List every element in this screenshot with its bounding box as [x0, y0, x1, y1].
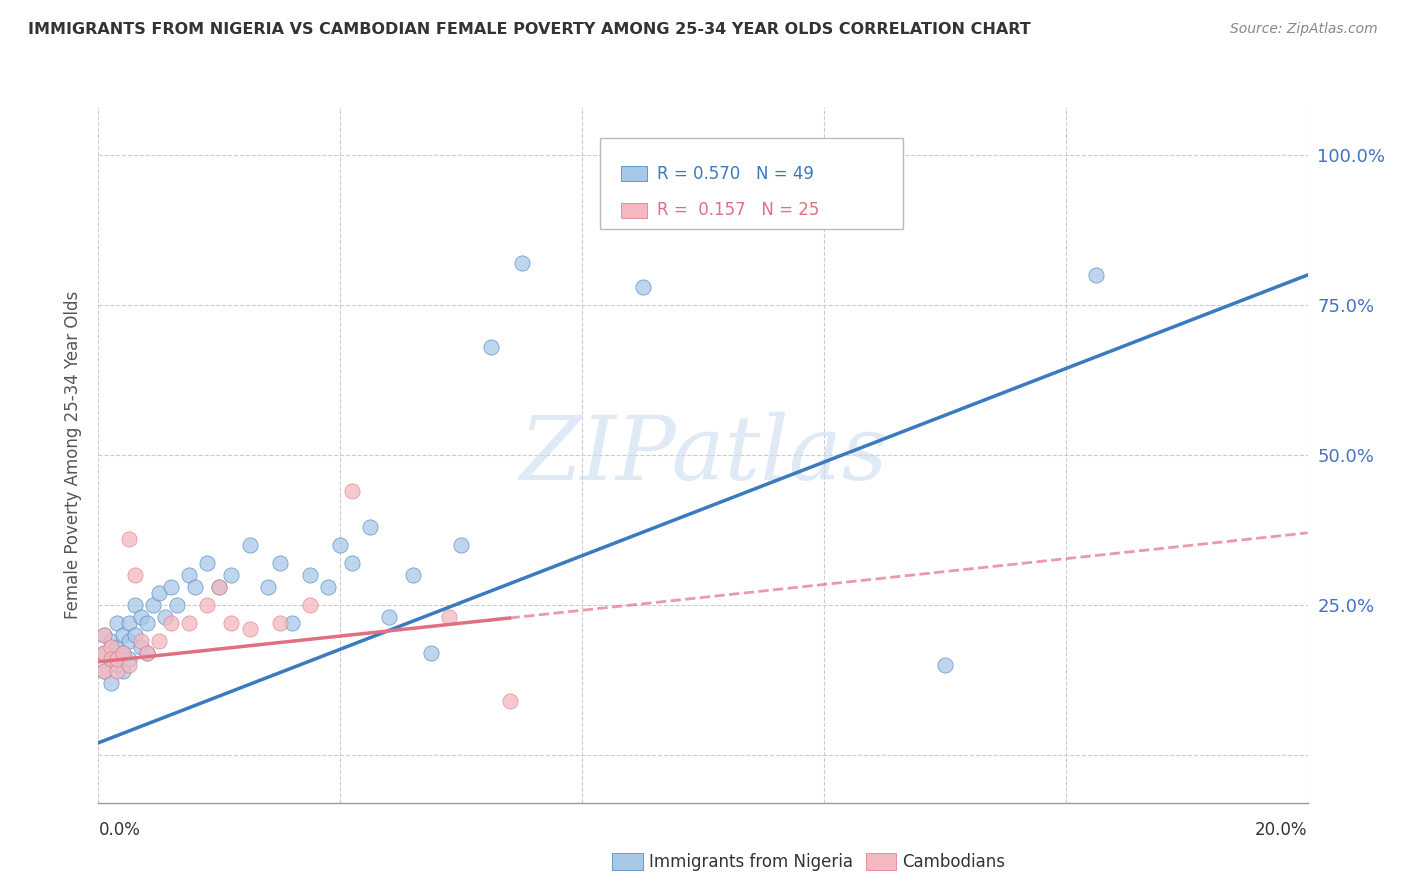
Point — [160, 580, 183, 594]
Point — [208, 580, 231, 594]
Point — [631, 280, 654, 294]
Point — [118, 657, 141, 672]
Point — [184, 580, 207, 594]
Point — [377, 610, 399, 624]
Point — [239, 622, 262, 636]
Point — [360, 520, 382, 534]
Text: R = 0.570   N = 49: R = 0.570 N = 49 — [657, 164, 814, 183]
Text: 0.0%: 0.0% — [98, 821, 141, 838]
Point — [299, 598, 322, 612]
Point — [177, 615, 201, 630]
Point — [118, 652, 141, 666]
Point — [124, 567, 146, 582]
Point — [135, 646, 157, 660]
Point — [129, 640, 152, 654]
Point — [93, 664, 115, 678]
Text: 20.0%: 20.0% — [1256, 821, 1308, 838]
Point — [160, 615, 183, 630]
Text: R =  0.157   N = 25: R = 0.157 N = 25 — [657, 202, 820, 219]
Point — [124, 598, 146, 612]
Text: IMMIGRANTS FROM NIGERIA VS CAMBODIAN FEMALE POVERTY AMONG 25-34 YEAR OLDS CORREL: IMMIGRANTS FROM NIGERIA VS CAMBODIAN FEM… — [28, 22, 1031, 37]
Text: Source: ZipAtlas.com: Source: ZipAtlas.com — [1230, 22, 1378, 37]
Text: Immigrants from Nigeria: Immigrants from Nigeria — [648, 853, 852, 871]
Point — [105, 664, 128, 678]
FancyBboxPatch shape — [621, 166, 647, 181]
Point — [239, 538, 262, 552]
Text: ZIPatlas: ZIPatlas — [519, 411, 887, 499]
FancyBboxPatch shape — [612, 853, 643, 871]
Point — [269, 615, 291, 630]
Point — [142, 598, 165, 612]
Point — [195, 598, 218, 612]
Point — [100, 676, 122, 690]
Point — [93, 646, 115, 660]
Point — [281, 615, 304, 630]
Point — [437, 610, 460, 624]
Point — [93, 628, 115, 642]
Point — [481, 340, 503, 354]
Point — [256, 580, 278, 594]
Point — [129, 610, 152, 624]
Point — [135, 615, 157, 630]
Point — [105, 652, 128, 666]
Point — [93, 628, 115, 642]
Point — [316, 580, 339, 594]
Point — [118, 633, 141, 648]
FancyBboxPatch shape — [600, 138, 903, 229]
Point — [329, 538, 352, 552]
Point — [105, 640, 128, 654]
Point — [498, 694, 520, 708]
Point — [177, 567, 201, 582]
Point — [419, 646, 441, 660]
Point — [111, 628, 134, 642]
Point — [342, 556, 364, 570]
Point — [450, 538, 472, 552]
Point — [100, 633, 122, 648]
Point — [208, 580, 231, 594]
Point — [124, 628, 146, 642]
Point — [105, 615, 128, 630]
Point — [111, 646, 134, 660]
Point — [510, 256, 533, 270]
Point — [299, 567, 322, 582]
Point — [221, 615, 243, 630]
Point — [100, 652, 122, 666]
Point — [100, 652, 122, 666]
Point — [402, 567, 425, 582]
Point — [153, 610, 176, 624]
Point — [100, 640, 122, 654]
Point — [195, 556, 218, 570]
Point — [166, 598, 188, 612]
Point — [221, 567, 243, 582]
Point — [934, 657, 956, 672]
Point — [148, 586, 170, 600]
Point — [105, 657, 128, 672]
Point — [1085, 268, 1108, 282]
Point — [118, 615, 141, 630]
Point — [342, 483, 364, 498]
FancyBboxPatch shape — [621, 202, 647, 218]
Point — [93, 664, 115, 678]
Point — [118, 532, 141, 546]
Point — [135, 646, 157, 660]
Point — [148, 633, 170, 648]
Point — [93, 646, 115, 660]
FancyBboxPatch shape — [866, 853, 897, 871]
Point — [269, 556, 291, 570]
Point — [111, 646, 134, 660]
Text: Cambodians: Cambodians — [903, 853, 1005, 871]
Point — [111, 664, 134, 678]
Y-axis label: Female Poverty Among 25-34 Year Olds: Female Poverty Among 25-34 Year Olds — [63, 291, 82, 619]
Point — [129, 633, 152, 648]
